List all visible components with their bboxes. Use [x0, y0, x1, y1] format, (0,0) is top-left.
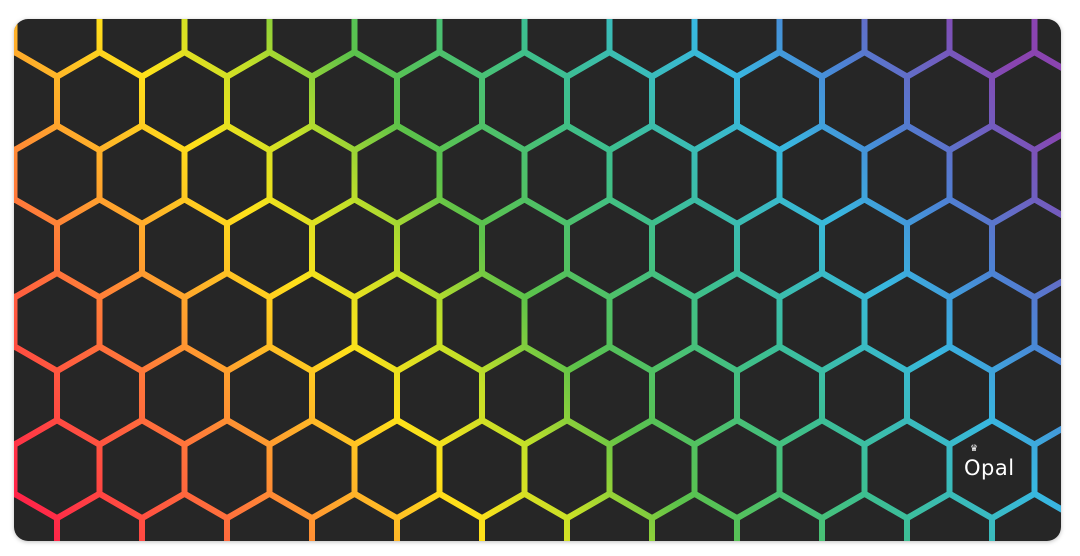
mat-surface: [14, 19, 1061, 541]
brand-logo: Opal: [964, 456, 1015, 480]
hexagon-cell: [989, 490, 1061, 541]
hexagon-pattern: [14, 19, 1061, 541]
crown-icon: ♛: [970, 444, 979, 454]
